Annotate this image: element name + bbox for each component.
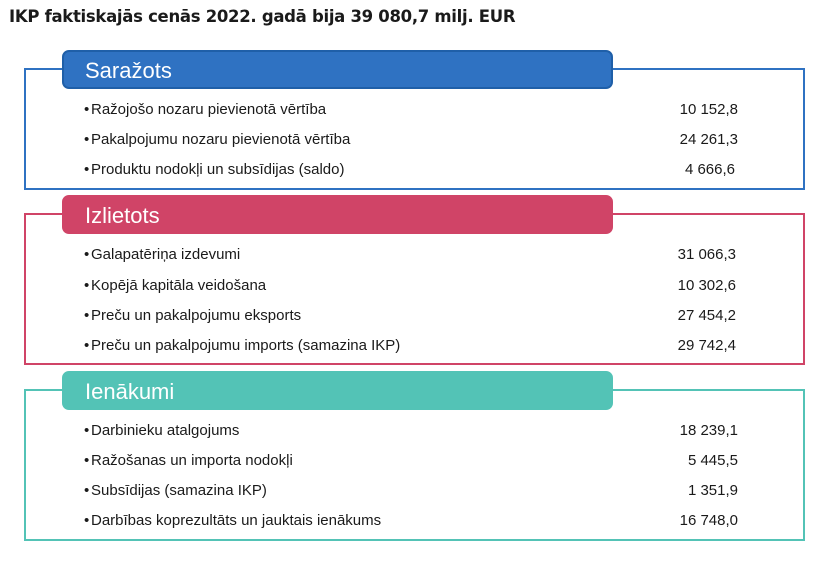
- row-value: 18 239,1: [679, 422, 738, 439]
- bullet: •: [84, 101, 90, 118]
- production-row: • Ražojošo nozaru pievienotā vērtība 10 …: [84, 101, 744, 123]
- row-label: Kopējā kapitāla veidošana: [91, 277, 267, 294]
- row-label: Pakalpojumu nozaru pievienotā vērtība: [91, 131, 351, 148]
- production-row: • Pakalpojumu nozaru pievienotā vērtība …: [84, 131, 744, 153]
- bullet: •: [84, 277, 90, 294]
- row-label: Ražojošo nozaru pievienotā vērtība: [91, 101, 327, 118]
- page-title: IKP faktiskajās cenās 2022. gadā bija 39…: [9, 7, 516, 26]
- row-label: Darbinieku atalgojums: [91, 422, 240, 439]
- bullet: •: [84, 512, 90, 529]
- expenditure-row: • Preču un pakalpojumu eksports 27 454,2: [84, 307, 744, 329]
- row-label: Subsīdijas (samazina IKP): [91, 482, 267, 499]
- expenditure-row: • Galapatēriņa izdevumi 31 066,3: [84, 246, 744, 268]
- row-value: 27 454,2: [677, 307, 736, 324]
- bullet: •: [84, 246, 90, 263]
- row-value: 24 261,3: [679, 131, 738, 148]
- bullet: •: [84, 161, 90, 178]
- row-label: Preču un pakalpojumu eksports: [91, 307, 302, 324]
- row-value: 29 742,4: [677, 337, 736, 354]
- bullet: •: [84, 422, 90, 439]
- row-label: Ražošanas un importa nodokļi: [91, 452, 293, 469]
- bullet: •: [84, 131, 90, 148]
- row-value: 31 066,3: [677, 246, 736, 263]
- row-value: 1 351,9: [687, 482, 738, 499]
- bullet: •: [84, 307, 90, 324]
- income-header: Ienākumi: [62, 371, 613, 410]
- row-label: Produktu nodokļi un subsīdijas (saldo): [91, 161, 345, 178]
- bullet: •: [84, 452, 90, 469]
- income-row: • Subsīdijas (samazina IKP) 1 351,9: [84, 482, 744, 504]
- row-label: Darbības koprezultāts un jauktais ienāku…: [91, 512, 382, 529]
- row-value: 10 152,8: [679, 101, 738, 118]
- production-row: • Produktu nodokļi un subsīdijas (saldo)…: [84, 161, 744, 183]
- income-row: • Darbinieku atalgojums 18 239,1: [84, 422, 744, 444]
- row-value: 16 748,0: [679, 512, 738, 529]
- row-value: 5 445,5: [687, 452, 738, 469]
- bullet: •: [84, 482, 90, 499]
- bullet: •: [84, 337, 90, 354]
- row-value: 4 666,6: [684, 161, 735, 178]
- production-header: Saražots: [62, 50, 613, 89]
- expenditure-row: • Preču un pakalpojumu imports (samazina…: [84, 337, 744, 359]
- expenditure-row: • Kopējā kapitāla veidošana 10 302,6: [84, 277, 744, 299]
- row-label: Preču un pakalpojumu imports (samazina I…: [91, 337, 401, 354]
- row-label: Galapatēriņa izdevumi: [91, 246, 241, 263]
- expenditure-header: Izlietots: [62, 195, 613, 234]
- row-value: 10 302,6: [677, 277, 736, 294]
- income-row: • Darbības koprezultāts un jauktais ienā…: [84, 512, 744, 534]
- income-row: • Ražošanas un importa nodokļi 5 445,5: [84, 452, 744, 474]
